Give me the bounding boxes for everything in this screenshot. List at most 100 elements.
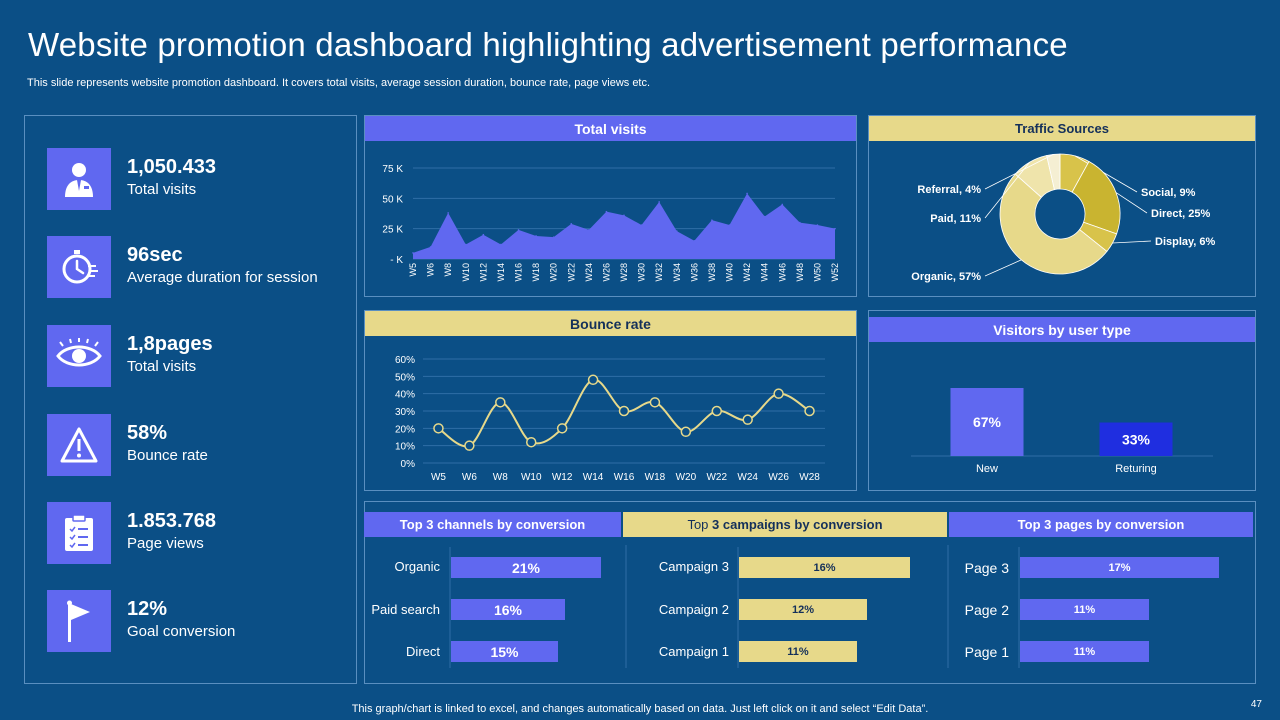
visits-point <box>482 233 485 236</box>
kpi-value: 12% <box>127 598 168 620</box>
traffic-slice-label: Referral, 4% <box>917 184 981 196</box>
visits-point <box>834 227 836 230</box>
campaign-label: Campaign 1 <box>658 644 729 659</box>
flag-icon <box>47 590 111 652</box>
visits-point <box>763 215 766 218</box>
visits-x-tick: W24 <box>584 263 594 282</box>
bounce-point <box>618 405 630 417</box>
visits-point <box>570 223 573 225</box>
visits-point <box>711 219 713 221</box>
kpi-session-duration: 96sec Average duration for session <box>47 236 347 300</box>
visits-x-tick: W38 <box>707 263 717 282</box>
bounce-x-tick: W8 <box>493 472 508 483</box>
page-label: Page 2 <box>964 602 1009 618</box>
visits-x-tick: W32 <box>654 263 664 282</box>
visitors-value-label: 67% <box>973 414 1002 430</box>
visitors-bar <box>950 388 1024 456</box>
campaign-bar: 11% <box>739 641 857 662</box>
visitors-category-label: Returing <box>1115 463 1157 475</box>
kpi-value: 1,8pages <box>127 333 213 355</box>
bounce-x-tick: W16 <box>614 472 635 483</box>
visits-x-tick: W14 <box>496 263 506 282</box>
page-number: 47 <box>1250 699 1262 710</box>
bounce-rate-chart: 60% 50% 40% 30% 20% 10% 0% W5 W6 W8 W10 W12 W14 W16 W1… <box>395 355 825 483</box>
bounce-point <box>711 405 723 417</box>
channel-bar: 16% <box>451 599 565 620</box>
traffic-slice-label: Organic, 57% <box>911 271 981 283</box>
visits-x-tick: W26 <box>601 263 611 282</box>
visitors-bar <box>1099 422 1173 456</box>
kpi-label: Total visits <box>127 358 197 375</box>
visits-point <box>728 224 731 226</box>
visits-y-tick: 25 K <box>382 225 403 236</box>
bounce-point <box>804 405 815 417</box>
visits-x-tick: W12 <box>478 263 488 282</box>
bounce-x-tick: W22 <box>706 472 727 483</box>
traffic-leader-line <box>1074 155 1138 193</box>
visits-point <box>781 203 784 206</box>
total-visits-panel: Total visits 75 K 50 K 25 K - K W5 W6 W8 W10 W12… <box>364 115 857 297</box>
top-campaigns-header: Top 3 campaigns by conversion <box>623 512 947 537</box>
visits-y-tick: 50 K <box>382 194 403 205</box>
visits-point <box>693 240 696 242</box>
traffic-slice-label: Paid, 11% <box>930 213 981 225</box>
bounce-x-tick: W5 <box>431 472 446 483</box>
visits-point <box>746 192 748 195</box>
traffic-slice <box>1046 153 1061 191</box>
bounce-point <box>464 440 475 451</box>
visits-y-tick: 75 K <box>382 164 403 175</box>
visits-point <box>429 246 432 248</box>
visitors-value-label: 33% <box>1122 431 1151 447</box>
kpi-pages: 1,8pages Total visits <box>47 325 347 389</box>
bounce-x-tick: W12 <box>552 472 573 483</box>
kpi-total-visits: 1,050.433 Total visits <box>47 148 347 212</box>
total-visits-chart: 75 K 50 K 25 K - K W5 W6 W8 W10 W12 W14 W16 W18 W20 W… <box>382 164 840 282</box>
top-campaigns-header-rest: 3 campaigns by conversion <box>712 517 883 532</box>
visits-x-tick: W52 <box>830 263 840 282</box>
visits-point <box>675 230 678 232</box>
bounce-x-tick: W18 <box>645 472 666 483</box>
bounce-y-tick: 50% <box>395 372 415 383</box>
visits-x-tick: W22 <box>566 263 576 282</box>
visits-x-tick: W36 <box>689 263 699 282</box>
footer-note: This graph/chart is linked to excel, and… <box>351 703 929 715</box>
visits-point <box>517 229 520 231</box>
traffic-sources-panel: Traffic Sources Social, 9% Direct, 25% Dis… <box>868 115 1256 297</box>
visits-point <box>447 212 449 214</box>
visits-x-tick: W44 <box>760 263 770 282</box>
campaign-bar: 12% <box>739 599 867 620</box>
channel-label: Direct <box>406 644 440 659</box>
kpi-page-views: 1.853.768 Page views <box>47 502 347 566</box>
bounce-y-tick: 60% <box>395 355 415 366</box>
kpi-goal-conversion: 12% Goal conversion <box>47 590 347 654</box>
traffic-sources-chart: Social, 9% Direct, 25% Display, 6% Organic,… <box>911 153 1216 283</box>
visits-point <box>464 243 467 246</box>
visits-point <box>640 224 643 226</box>
campaign-label: Campaign 3 <box>658 559 729 574</box>
traffic-slice-label: Direct, 25% <box>1151 208 1211 220</box>
bounce-point <box>556 423 568 434</box>
visits-point <box>816 224 819 226</box>
traffic-slice <box>1071 160 1121 235</box>
kpi-label: Page views <box>127 535 204 552</box>
kpi-value: 96sec <box>127 244 183 266</box>
bounce-point <box>649 397 661 408</box>
traffic-leader-line <box>984 154 1054 190</box>
traffic-sources-header: Traffic Sources <box>869 116 1255 141</box>
bounce-x-tick: W14 <box>583 472 604 483</box>
kpi-value: 1.853.768 <box>127 510 216 532</box>
conversion-panel <box>364 501 1256 684</box>
kpi-label: Average duration for session <box>127 269 318 286</box>
page-title: Website promotion dashboard highlighting… <box>28 26 1068 63</box>
visits-point <box>535 235 537 237</box>
bounce-x-tick: W6 <box>462 472 477 483</box>
top-campaigns-header-prefix: Top <box>687 517 713 532</box>
traffic-leader-line <box>984 162 1030 219</box>
visits-x-tick: W6 <box>426 263 436 277</box>
visits-x-tick: W8 <box>443 263 453 277</box>
bounce-point <box>587 374 599 386</box>
page-bar: 17% <box>1020 557 1219 578</box>
bounce-x-tick: W20 <box>676 472 697 483</box>
kpi-label: Goal conversion <box>127 623 236 640</box>
bounce-point <box>773 388 784 399</box>
